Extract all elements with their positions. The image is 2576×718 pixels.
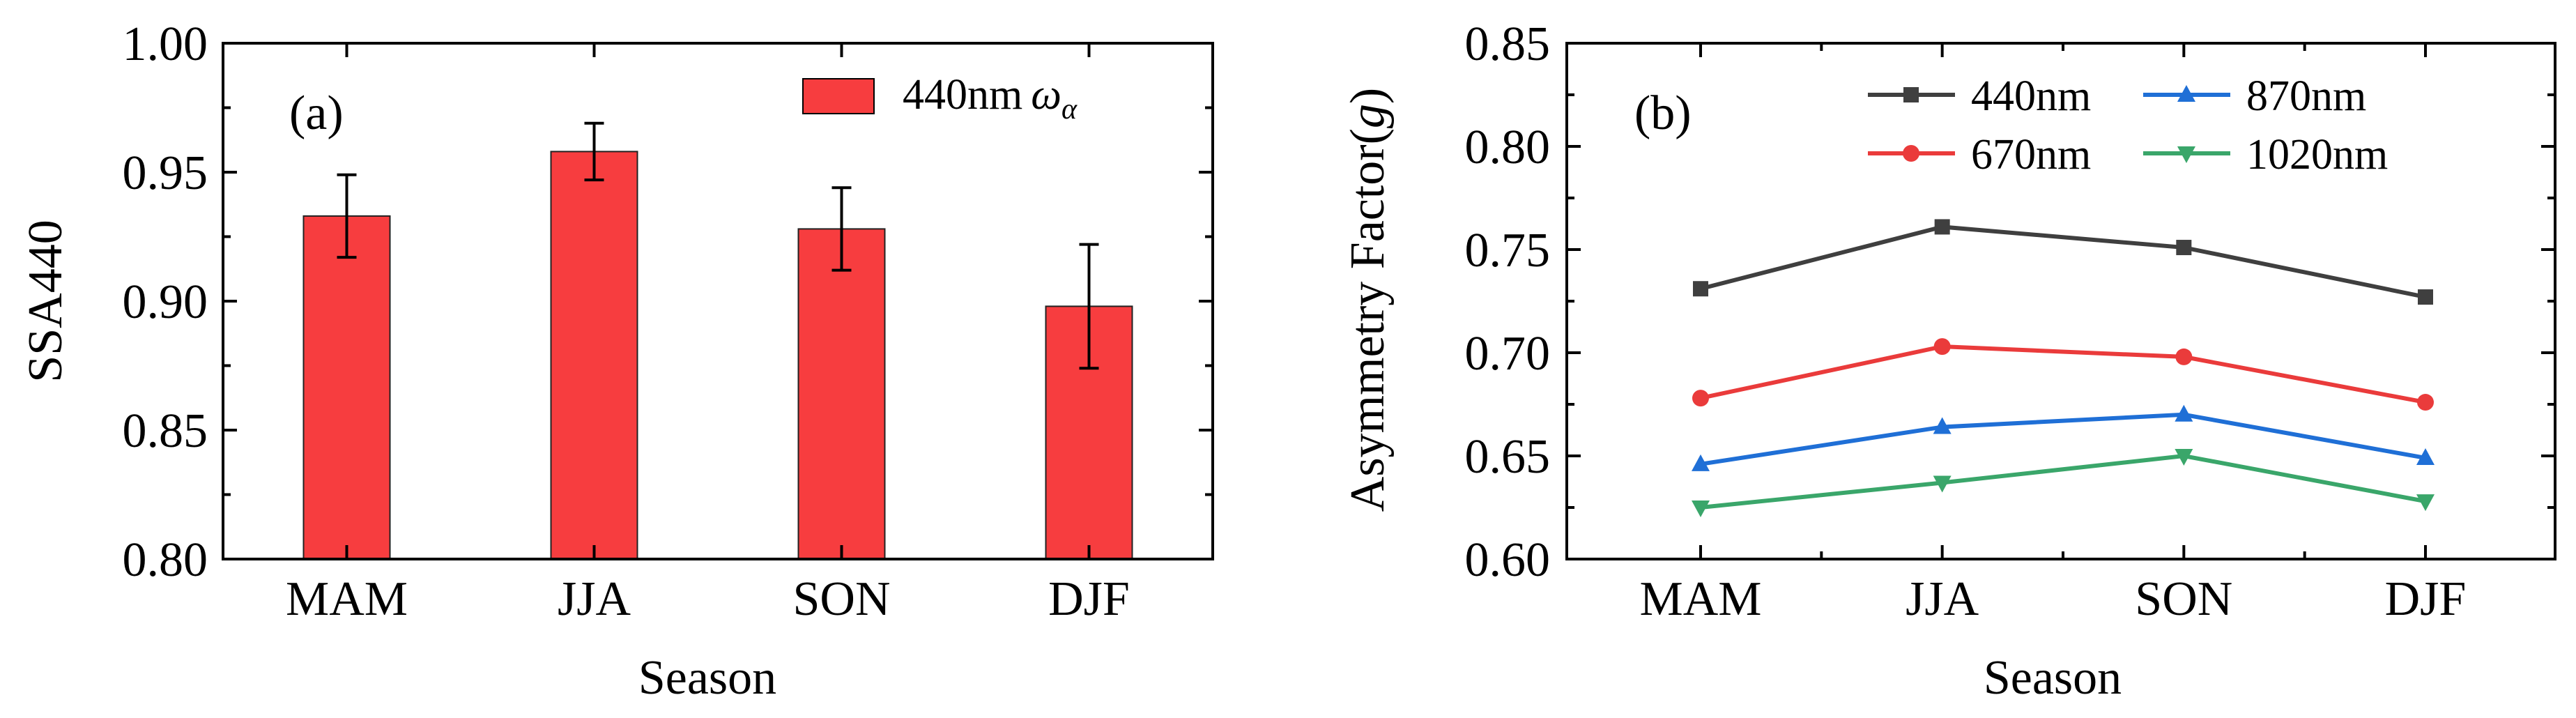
marker-triangle-up bbox=[2177, 85, 2195, 102]
y-axis-title: SSA440 bbox=[19, 220, 72, 382]
y-tick-label: 0.85 bbox=[1465, 17, 1551, 71]
axis-ticks bbox=[223, 42, 1213, 560]
y-tick-label: 0.90 bbox=[123, 275, 208, 329]
line-series bbox=[1692, 219, 2435, 517]
series-670nm bbox=[1692, 338, 2434, 411]
x-tick-label-jja: JJA bbox=[558, 572, 631, 626]
legend-label: 440nm ωα bbox=[903, 71, 1078, 125]
y-tick-label: 0.75 bbox=[1465, 224, 1551, 277]
error-bars bbox=[337, 121, 1099, 370]
x-tick-labels: MAM JJA SON DJF bbox=[1639, 572, 2466, 626]
marker-circle bbox=[1692, 390, 1709, 407]
x-tick-labels: MAM JJA SON DJF bbox=[286, 572, 1130, 626]
y-tick-label: 0.85 bbox=[123, 404, 208, 458]
marker-square bbox=[1903, 87, 1919, 102]
legend: 440nm 670nm 870nm 1020nm bbox=[1868, 72, 2388, 178]
y-tick-labels: 0.60 0.65 0.70 0.75 0.80 0.85 bbox=[1465, 17, 1551, 587]
marker-square bbox=[2176, 240, 2192, 256]
x-axis-title: Season bbox=[1984, 651, 2122, 705]
x-tick-label-djf: DJF bbox=[1048, 572, 1130, 626]
bar-mam bbox=[302, 215, 391, 560]
x-tick-label-jja: JJA bbox=[1906, 572, 1979, 626]
x-axis-title: Season bbox=[638, 651, 776, 705]
panel-a-bar-chart: 0.80 0.85 0.90 0.95 1.00 MAM JJA SON DJF (a) 44… bbox=[19, 17, 1214, 705]
marker-triangle-down bbox=[2175, 449, 2193, 466]
legend-item-1020nm: 1020nm bbox=[2143, 131, 2388, 178]
marker-triangle-down bbox=[1933, 475, 1952, 493]
marker-triangle-down bbox=[1692, 501, 1710, 517]
y-tick-label: 0.80 bbox=[123, 533, 208, 587]
marker-triangle-up bbox=[2416, 448, 2435, 465]
y-tick-label: 1.00 bbox=[123, 17, 208, 71]
series-line-1020nm bbox=[1700, 453, 2426, 510]
marker-square bbox=[2418, 289, 2433, 305]
series-1020nm bbox=[1692, 449, 2435, 517]
y-tick-label: 0.60 bbox=[1465, 533, 1551, 587]
legend-item-440nm: 440nm bbox=[1868, 72, 2091, 120]
legend-item-870nm: 870nm bbox=[2143, 72, 2366, 120]
y-tick-label: 0.95 bbox=[123, 146, 208, 200]
legend-label: 870nm bbox=[2246, 72, 2366, 120]
plot-frame bbox=[1565, 42, 2556, 560]
panel-b-line-chart: 0.60 0.65 0.70 0.75 0.80 0.85 MAM JJA SON DJF (b… bbox=[1341, 17, 2556, 705]
legend: 440nm ωα bbox=[802, 71, 1078, 125]
marker-square bbox=[1934, 219, 1950, 235]
x-tick-label-mam: MAM bbox=[1639, 572, 1761, 626]
legend-label: 440nm bbox=[1971, 72, 2091, 120]
panel-label: (b) bbox=[1634, 86, 1692, 140]
axis-ticks bbox=[1567, 42, 2555, 560]
bar-series bbox=[302, 151, 1133, 560]
error-bar-jja bbox=[584, 121, 604, 182]
series-line-870nm bbox=[1700, 412, 2426, 466]
series-line-440nm bbox=[1700, 224, 2426, 300]
legend-label: 670nm bbox=[1971, 131, 2091, 178]
error-bar-djf bbox=[1079, 243, 1099, 370]
y-tick-label: 0.70 bbox=[1465, 327, 1551, 381]
panel-label: (a) bbox=[289, 86, 344, 140]
series-440nm bbox=[1693, 219, 2433, 305]
x-tick-label-son: SON bbox=[2135, 572, 2232, 626]
legend-label: 1020nm bbox=[2246, 131, 2388, 178]
error-bar-mam bbox=[337, 173, 357, 259]
bar-son bbox=[797, 228, 886, 560]
y-axis-title: Asymmetry Factor(g) bbox=[1341, 88, 1395, 512]
marker-triangle-up bbox=[1692, 454, 1710, 471]
x-tick-label-mam: MAM bbox=[286, 572, 408, 626]
marker-circle bbox=[2175, 348, 2193, 365]
marker-triangle-down bbox=[2416, 494, 2435, 512]
y-tick-labels: 0.80 0.85 0.90 0.95 1.00 bbox=[123, 17, 208, 587]
marker-triangle-up bbox=[2175, 404, 2193, 422]
y-tick-label: 0.65 bbox=[1465, 430, 1551, 484]
series-870nm bbox=[1692, 404, 2435, 471]
marker-triangle-up bbox=[1933, 417, 1952, 434]
x-tick-label-djf: DJF bbox=[2385, 572, 2467, 626]
series-line-670nm bbox=[1700, 344, 2426, 404]
marker-circle bbox=[1933, 338, 1951, 356]
marker-circle bbox=[2417, 394, 2434, 411]
legend-swatch bbox=[802, 78, 875, 114]
y-tick-label: 0.80 bbox=[1465, 121, 1551, 174]
error-bar-son bbox=[831, 186, 852, 272]
bar-jja bbox=[550, 151, 638, 560]
marker-circle bbox=[1903, 145, 1919, 162]
x-tick-label-son: SON bbox=[792, 572, 890, 626]
marker-square bbox=[1693, 281, 1708, 297]
legend-item-670nm: 670nm bbox=[1868, 131, 2091, 178]
marker-triangle-down bbox=[2177, 146, 2195, 163]
